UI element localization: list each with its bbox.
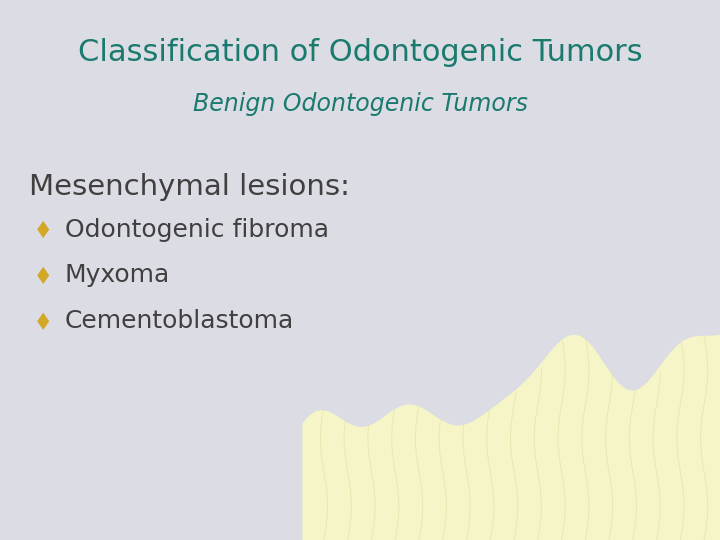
Text: Classification of Odontogenic Tumors: Classification of Odontogenic Tumors <box>78 38 642 67</box>
Polygon shape <box>302 328 720 540</box>
Text: Odontogenic fibroma: Odontogenic fibroma <box>65 218 329 241</box>
Polygon shape <box>37 313 49 330</box>
Polygon shape <box>37 221 49 238</box>
Polygon shape <box>37 267 49 284</box>
Text: Myxoma: Myxoma <box>65 264 170 287</box>
Text: Mesenchymal lesions:: Mesenchymal lesions: <box>29 173 350 201</box>
Text: Cementoblastoma: Cementoblastoma <box>65 309 294 333</box>
Text: Benign Odontogenic Tumors: Benign Odontogenic Tumors <box>192 92 528 116</box>
